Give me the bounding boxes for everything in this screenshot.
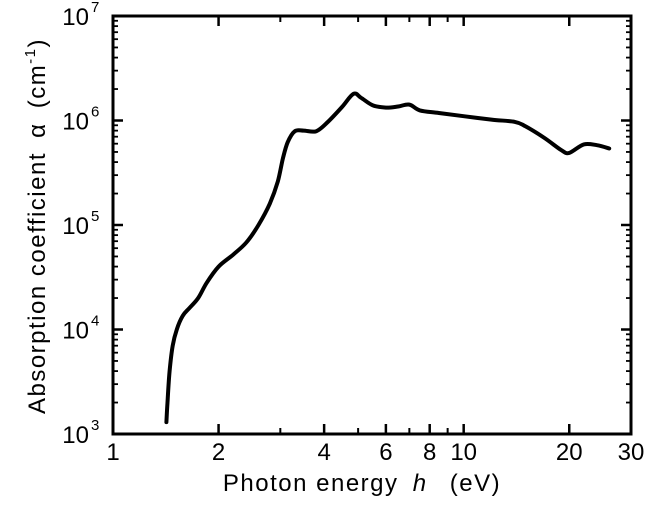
y-tick-label-exp: 7 (91, 0, 99, 16)
y-tick-label-exp: 5 (91, 208, 99, 225)
series-line (164, 91, 612, 425)
plot-frame (111, 14, 633, 436)
x-tick-label: 1 (106, 439, 119, 466)
y-tick-label: 10 (62, 109, 89, 136)
axis-ticks (111, 14, 633, 436)
y-axis-title-unit-close: ) (24, 38, 51, 48)
x-axis-title-symbol: h (413, 470, 428, 497)
y-tick-label-exp: 4 (91, 313, 99, 330)
x-tick-label: 10 (450, 439, 477, 466)
x-tick-label: 8 (423, 439, 436, 466)
x-tick-label: 2 (212, 439, 225, 466)
x-tick-label: 4 (317, 439, 330, 466)
y-tick-label: 10 (62, 422, 89, 449)
y-axis-title-prefix: Absorption coefficient (24, 152, 51, 414)
x-tick-label: 6 (379, 439, 392, 466)
x-axis-title-unit: (eV) (450, 470, 501, 497)
x-axis-title: Photon energy h (eV) (223, 470, 501, 497)
y-tick-label: 10 (62, 213, 89, 240)
y-axis-title-unit-exp: -1 (22, 47, 39, 63)
x-tick-label: 30 (618, 439, 645, 466)
y-axis-title: Absorption coefficient α (cm-1) (22, 38, 51, 414)
y-tick-label-exp: 3 (91, 417, 99, 434)
y-tick-label: 10 (62, 4, 89, 31)
y-tick-label-exp: 6 (91, 104, 99, 121)
x-tick-label: 20 (556, 439, 583, 466)
x-axis-title-prefix: Photon energy (223, 470, 399, 497)
y-tick-label: 10 (62, 318, 89, 345)
y-axis-title-unit: (cm (24, 64, 51, 108)
y-axis-title-symbol: α (24, 122, 51, 137)
